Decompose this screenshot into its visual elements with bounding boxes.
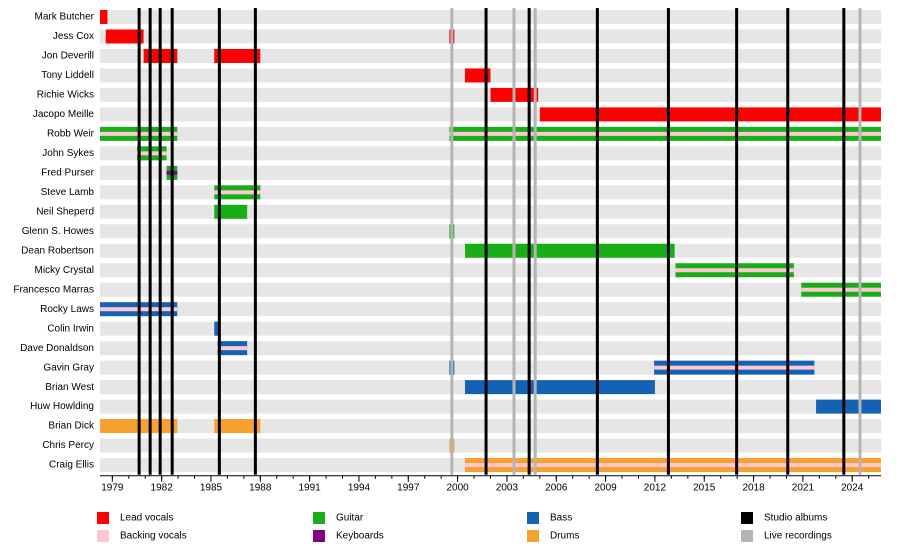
- member-bar: [214, 321, 219, 336]
- member-bar: [105, 29, 144, 44]
- legend-label: Studio albums: [764, 513, 827, 524]
- row-band: [100, 321, 881, 336]
- member-name: Neil Sheperd: [36, 206, 94, 217]
- member-name: Francesco Marras: [13, 284, 94, 295]
- secondary-role: [801, 287, 881, 292]
- member-name: Tony Liddell: [41, 70, 94, 81]
- row-band: [100, 185, 881, 200]
- row-band: [100, 204, 881, 219]
- x-tick-label: 2006: [545, 482, 568, 493]
- secondary-role: [217, 346, 248, 351]
- member-name: Jacopo Meille: [33, 109, 95, 120]
- secondary-role: [214, 190, 261, 195]
- member-name: Gavin Gray: [43, 362, 94, 373]
- row-band: [100, 165, 881, 180]
- member-name: Richie Wicks: [37, 90, 94, 101]
- member-name: Jon Deverill: [42, 51, 94, 62]
- x-tick-label: 2000: [446, 482, 469, 493]
- legend-label: Live recordings: [764, 531, 832, 542]
- secondary-role: [675, 268, 794, 273]
- legend-swatch: [527, 512, 539, 524]
- secondary-role: [654, 365, 815, 370]
- x-tick-label: 1985: [200, 482, 223, 493]
- x-tick-label: 1991: [299, 482, 322, 493]
- member-bar: [214, 48, 261, 63]
- legend-label: Guitar: [336, 513, 364, 524]
- legend-label: Bass: [550, 513, 572, 524]
- row-band: [100, 419, 881, 434]
- member-name: Brian West: [45, 382, 94, 393]
- x-tick-label: 2003: [496, 482, 519, 493]
- member-bar: [465, 68, 491, 83]
- legend-swatch: [97, 512, 109, 524]
- secondary-role: [136, 151, 167, 156]
- row-band: [100, 48, 881, 63]
- row-band: [100, 282, 881, 297]
- legend-swatch: [741, 512, 753, 524]
- member-name: Micky Crystal: [35, 265, 94, 276]
- x-tick-label: 1979: [101, 482, 124, 493]
- row-band: [100, 399, 881, 414]
- x-tick-label: 2024: [841, 482, 864, 493]
- member-bar: [465, 243, 675, 258]
- member-name: Rocky Laws: [40, 304, 94, 315]
- row-band: [100, 146, 881, 161]
- row-band: [100, 302, 881, 317]
- member-bar: [214, 204, 248, 219]
- row-band: [100, 341, 881, 356]
- legend-label: Keyboards: [336, 531, 384, 542]
- x-tick-label: 2012: [644, 482, 667, 493]
- member-bar: [465, 380, 655, 395]
- member-name: Steve Lamb: [41, 187, 95, 198]
- legend-swatch: [741, 530, 753, 542]
- row-band: [100, 438, 881, 453]
- x-tick-label: 2015: [693, 482, 716, 493]
- row-band: [100, 10, 881, 24]
- row-band: [100, 224, 881, 239]
- legend-swatch: [313, 530, 325, 542]
- member-name: Glenn S. Howes: [22, 226, 94, 237]
- member-name: Fred Purser: [41, 167, 94, 178]
- x-tick-label: 1994: [348, 482, 371, 493]
- member-bar: [214, 419, 261, 434]
- member-name: Mark Butcher: [35, 12, 95, 23]
- x-tick-label: 1988: [249, 482, 272, 493]
- member-name: Huw Howlding: [30, 401, 94, 412]
- member-name: Chris Percy: [42, 440, 94, 451]
- legend-swatch: [313, 512, 325, 524]
- legend-swatch: [97, 530, 109, 542]
- secondary-role: [449, 131, 881, 136]
- member-name: Brian Dick: [48, 421, 95, 432]
- member-bar: [816, 399, 881, 414]
- x-tick-label: 1997: [397, 482, 420, 493]
- member-bar: [100, 10, 108, 24]
- legend-swatch: [527, 530, 539, 542]
- row-band: [100, 29, 881, 44]
- legend-label: Drums: [550, 531, 579, 542]
- legend-label: Lead vocals: [120, 513, 173, 524]
- x-tick-label: 2021: [792, 482, 815, 493]
- member-name: Robb Weir: [47, 129, 95, 140]
- secondary-role: [465, 463, 881, 468]
- member-name: Jess Cox: [53, 31, 94, 42]
- x-tick-label: 1982: [151, 482, 174, 493]
- member-bar: [539, 107, 881, 122]
- member-name: Dean Robertson: [21, 245, 94, 256]
- x-tick-label: 2009: [594, 482, 617, 493]
- member-name: Craig Ellis: [49, 460, 94, 471]
- legend-label: Backing vocals: [120, 531, 187, 542]
- member-name: Colin Irwin: [47, 323, 94, 334]
- x-tick-label: 2018: [742, 482, 765, 493]
- member-name: John Sykes: [42, 148, 94, 159]
- member-name: Dave Donaldson: [20, 343, 94, 354]
